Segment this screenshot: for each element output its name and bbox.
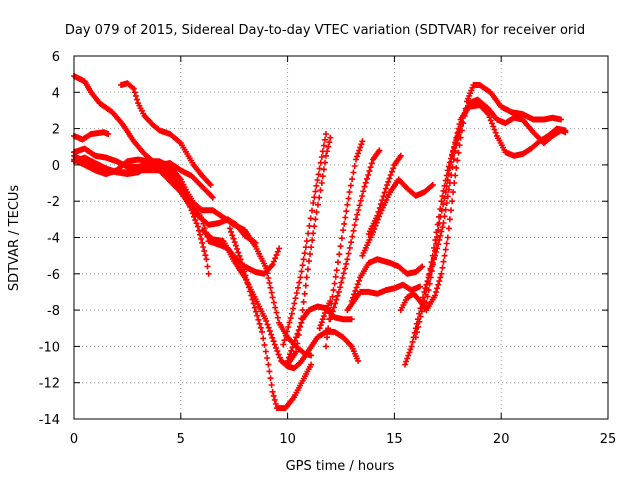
y-tick-label: -2 [47, 195, 60, 210]
data-series-23 [423, 129, 462, 306]
data-series-20 [397, 82, 564, 314]
chart-title: Day 079 of 2015, Sidereal Day-to-day VTE… [65, 23, 585, 38]
data-series-19 [365, 152, 404, 237]
data-series-7 [118, 80, 214, 188]
data-layer [71, 73, 569, 412]
series-markers [412, 102, 569, 341]
series-markers [359, 176, 436, 259]
series-markers [423, 129, 462, 306]
x-tick-label: 20 [493, 432, 510, 447]
data-series-9 [226, 225, 315, 412]
y-tick-label: 4 [52, 86, 60, 101]
series-markers [397, 82, 564, 314]
y-tick-label: -4 [47, 232, 60, 247]
data-series-22 [412, 102, 569, 341]
x-tick-label: 5 [177, 432, 185, 447]
y-axis-title: SDTVAR / TECUs [7, 185, 22, 292]
data-series-15 [316, 298, 334, 332]
data-series-12 [284, 134, 334, 368]
data-series-17 [344, 281, 423, 314]
series-markers [344, 281, 423, 314]
x-tick-label: 15 [386, 432, 403, 447]
data-series-18 [359, 176, 436, 259]
data-series-14 [327, 147, 383, 323]
x-tick-label: 10 [279, 432, 296, 447]
series-markers [327, 147, 383, 323]
series-markers [284, 134, 334, 368]
y-tick-label: -10 [39, 340, 60, 355]
series-markers [280, 131, 329, 348]
series-markers [365, 152, 404, 237]
x-tick-label: 25 [600, 432, 617, 447]
x-tick-label: 0 [70, 432, 78, 447]
data-series-11 [280, 131, 329, 348]
data-series-8 [199, 227, 362, 372]
y-tick-label: -6 [47, 268, 60, 283]
tick-layer: 0 5 10 15 20 25 -14 -12 -10 -8 -6 -4 -2 0 2 4 6 [39, 50, 617, 447]
series-markers [226, 225, 315, 412]
y-tick-label: 6 [52, 50, 60, 65]
y-tick-label: -14 [39, 413, 60, 428]
series-markers [316, 298, 334, 332]
y-tick-label: 2 [52, 123, 60, 138]
series-markers [199, 227, 362, 372]
y-tick-label: -12 [39, 377, 60, 392]
y-tick-label: -8 [47, 304, 60, 319]
series-markers [118, 80, 214, 188]
y-tick-label: 0 [52, 159, 60, 174]
x-axis-title: GPS time / hours [286, 459, 395, 474]
